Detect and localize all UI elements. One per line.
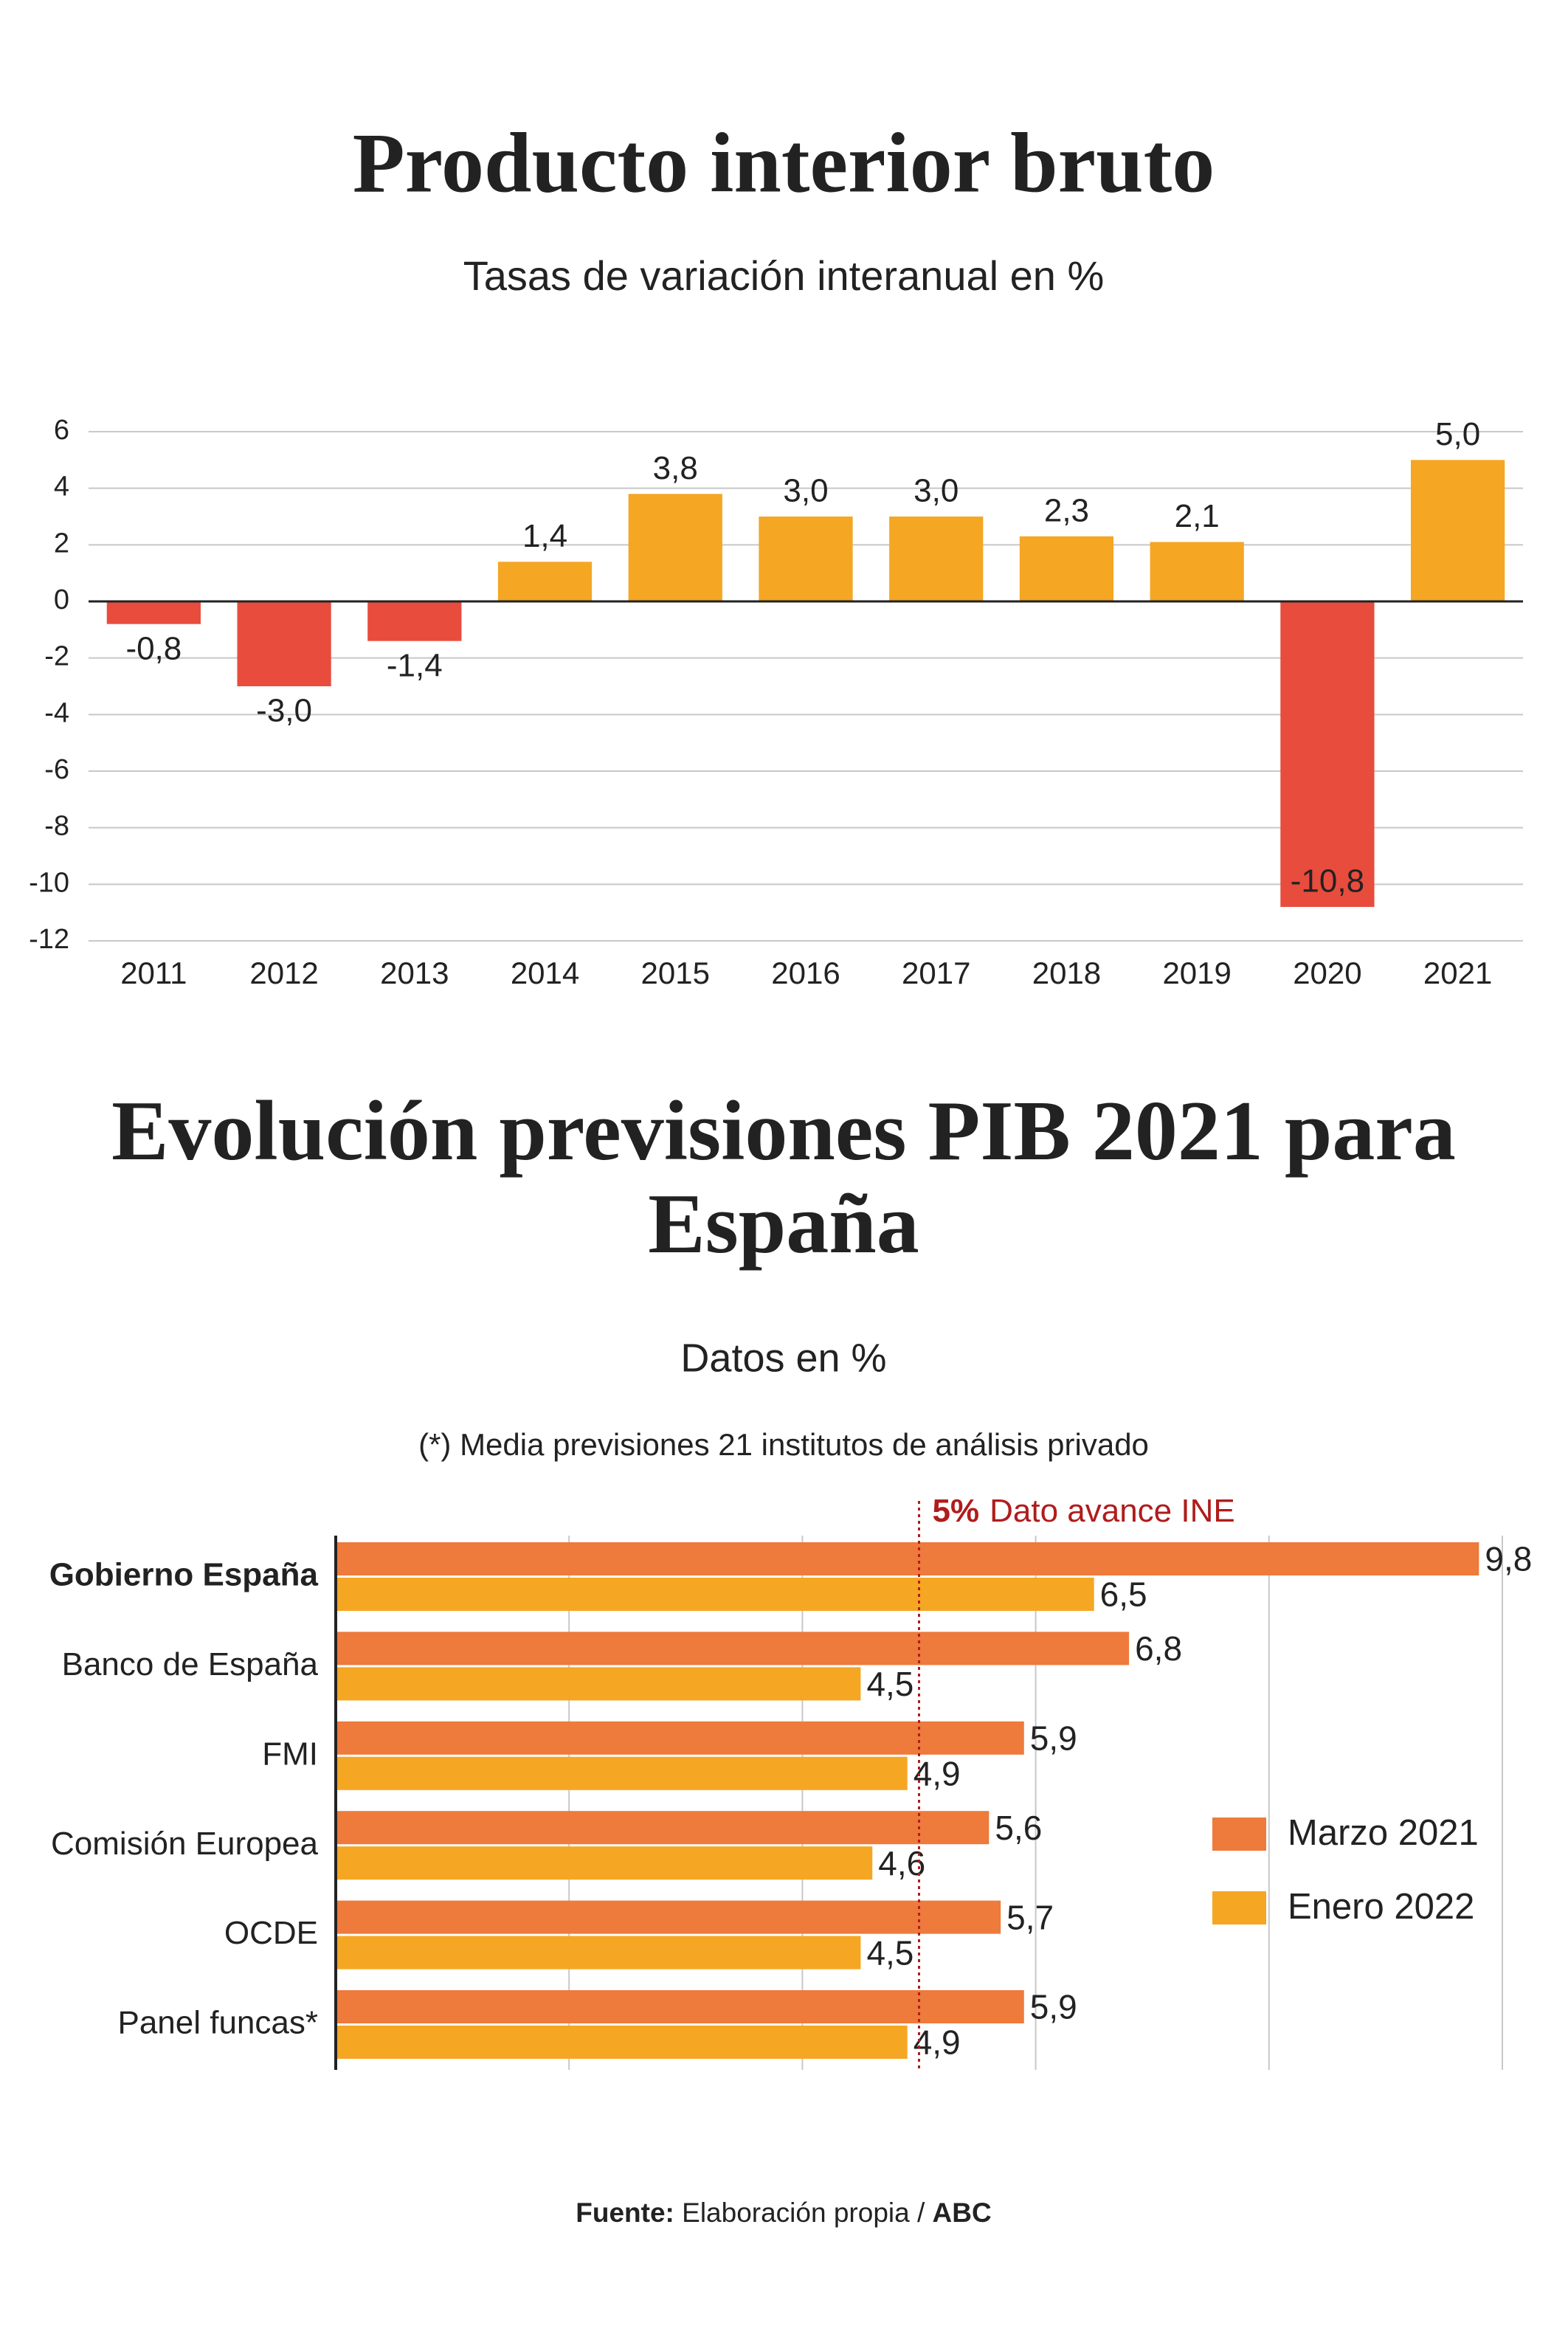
value-label: 6,8	[1135, 1629, 1182, 1668]
chart-title: Evolución previsiones PIB 2021 para Espa…	[111, 1084, 1456, 1271]
value-label: 5,0	[1435, 416, 1480, 452]
bar	[336, 1721, 1024, 1755]
x-tick-label: 2016	[771, 956, 840, 990]
value-label: 5,7	[1006, 1898, 1054, 1936]
bar	[336, 1990, 1024, 2023]
y-tick-label: 0	[54, 584, 69, 615]
value-label: -1,4	[387, 647, 443, 683]
legend-label: Enero 2022	[1288, 1887, 1474, 1927]
x-tick-label: 2014	[511, 956, 579, 990]
value-label: 2,1	[1175, 498, 1220, 534]
y-tick-label: 4	[54, 472, 69, 503]
bar	[336, 1936, 861, 1970]
x-tick-label: 2011	[120, 956, 187, 990]
value-label: -3,0	[256, 693, 312, 729]
value-label: 6,5	[1100, 1575, 1147, 1614]
bar	[1019, 536, 1114, 601]
reference-text: Dato avance INE	[990, 1493, 1235, 1529]
bar	[497, 562, 593, 601]
source-label: Fuente:	[576, 2198, 674, 2228]
value-label: 2,3	[1044, 492, 1089, 528]
x-tick-label: 2013	[380, 956, 449, 990]
bar	[889, 517, 984, 601]
bar	[1280, 601, 1375, 907]
y-tick-label: FMI	[262, 1736, 318, 1772]
bar	[336, 1667, 861, 1701]
value-label: 3,0	[913, 473, 959, 509]
value-label: 4,9	[913, 1754, 961, 1792]
bar	[336, 2026, 908, 2059]
bar	[336, 1578, 1094, 1611]
bar	[1150, 542, 1244, 601]
bar	[336, 1542, 1479, 1575]
reference-label: 5% Dato avance INE	[933, 1493, 1235, 1529]
bar	[628, 494, 722, 601]
source-text: Elaboración propia /	[682, 2198, 925, 2228]
y-tick-label: 6	[54, 415, 69, 446]
y-tick-label: -4	[44, 697, 69, 728]
bar	[336, 1632, 1130, 1665]
legend-swatch	[1212, 1818, 1266, 1851]
value-label: 9,8	[1485, 1540, 1532, 1578]
value-label: -0,8	[125, 630, 182, 666]
bar	[106, 601, 201, 624]
value-label: 4,5	[866, 1933, 913, 1972]
x-tick-label: 2020	[1293, 956, 1361, 990]
bar	[336, 1756, 908, 1790]
x-tick-label: 2015	[641, 956, 710, 990]
source: Fuente: Elaboración propia / ABC	[576, 2198, 991, 2228]
x-tick-label: 2012	[249, 956, 318, 990]
reference-value: 5%	[933, 1493, 980, 1529]
chart-note: (*) Media previsiones 21 institutos de a…	[418, 1427, 1149, 1462]
bar	[1411, 460, 1505, 601]
y-tick-label: Panel funcas*	[117, 2005, 318, 2041]
y-tick-label: -12	[29, 924, 69, 955]
y-tick-label: Banco de España	[62, 1646, 319, 1682]
value-label: 3,0	[783, 473, 828, 509]
x-tick-label: 2021	[1423, 956, 1492, 990]
x-tick-label: 2018	[1032, 956, 1101, 990]
value-label: 1,4	[522, 518, 567, 554]
y-tick-label: OCDE	[224, 1915, 318, 1951]
value-label: 5,6	[995, 1809, 1042, 1847]
legend-swatch	[1212, 1891, 1266, 1925]
y-tick-label: -2	[44, 641, 69, 672]
chart-title: Producto interior bruto	[353, 117, 1215, 211]
legend-label: Marzo 2021	[1288, 1813, 1479, 1853]
bar	[237, 601, 331, 686]
value-label: 5,9	[1030, 1719, 1077, 1757]
chart-subtitle: Datos en %	[680, 1336, 886, 1380]
y-tick-label: Gobierno España	[49, 1557, 319, 1593]
value-label: 3,8	[653, 450, 698, 486]
source-brand: ABC	[933, 2198, 992, 2228]
y-tick-label: -8	[44, 811, 69, 842]
bar	[336, 1846, 873, 1880]
y-tick-label: -6	[44, 754, 69, 785]
value-label: -10,8	[1291, 863, 1364, 900]
value-label: 4,5	[866, 1665, 913, 1703]
value-label: 5,9	[1030, 1988, 1077, 2026]
bar	[759, 517, 853, 601]
y-tick-label: 2	[54, 528, 69, 559]
value-label: 4,6	[878, 1844, 925, 1882]
y-tick-label: -10	[29, 867, 69, 898]
chart-subtitle: Tasas de variación interanual en %	[463, 252, 1105, 299]
bar	[336, 1811, 990, 1845]
y-tick-label: Comisión Europea	[51, 1826, 318, 1862]
value-label: 4,9	[913, 2023, 961, 2062]
bar	[367, 601, 462, 641]
x-tick-label: 2017	[902, 956, 970, 990]
x-tick-label: 2019	[1162, 956, 1231, 990]
bar	[336, 1900, 1001, 1934]
